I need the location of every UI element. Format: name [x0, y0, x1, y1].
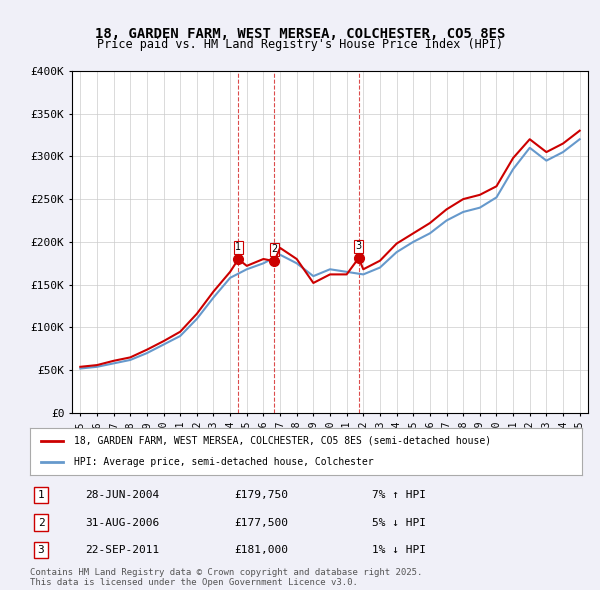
Text: 18, GARDEN FARM, WEST MERSEA, COLCHESTER, CO5 8ES: 18, GARDEN FARM, WEST MERSEA, COLCHESTER… — [95, 27, 505, 41]
Text: 28-JUN-2004: 28-JUN-2004 — [85, 490, 160, 500]
Text: 2: 2 — [38, 517, 44, 527]
Text: 7% ↑ HPI: 7% ↑ HPI — [372, 490, 426, 500]
Text: Price paid vs. HM Land Registry's House Price Index (HPI): Price paid vs. HM Land Registry's House … — [97, 38, 503, 51]
Text: £181,000: £181,000 — [234, 545, 288, 555]
Text: 1: 1 — [235, 242, 241, 253]
Text: 5% ↓ HPI: 5% ↓ HPI — [372, 517, 426, 527]
Text: HPI: Average price, semi-detached house, Colchester: HPI: Average price, semi-detached house,… — [74, 457, 374, 467]
Text: £177,500: £177,500 — [234, 517, 288, 527]
Text: 3: 3 — [38, 545, 44, 555]
Text: 31-AUG-2006: 31-AUG-2006 — [85, 517, 160, 527]
Text: 18, GARDEN FARM, WEST MERSEA, COLCHESTER, CO5 8ES (semi-detached house): 18, GARDEN FARM, WEST MERSEA, COLCHESTER… — [74, 436, 491, 446]
Text: 2: 2 — [271, 244, 278, 254]
Text: 1% ↓ HPI: 1% ↓ HPI — [372, 545, 426, 555]
Text: 1: 1 — [38, 490, 44, 500]
Text: £179,750: £179,750 — [234, 490, 288, 500]
Text: Contains HM Land Registry data © Crown copyright and database right 2025.
This d: Contains HM Land Registry data © Crown c… — [30, 568, 422, 587]
Text: 22-SEP-2011: 22-SEP-2011 — [85, 545, 160, 555]
Text: 3: 3 — [356, 241, 362, 251]
